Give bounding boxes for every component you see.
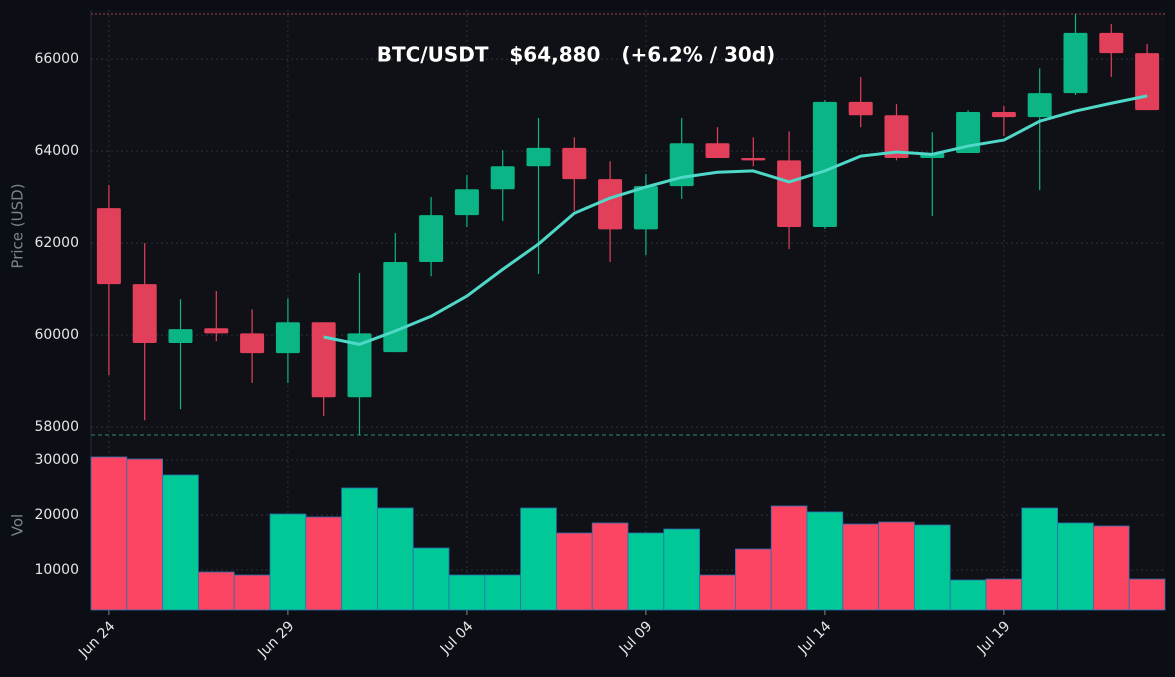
volume-bar [878,521,915,611]
candle-body [204,328,229,334]
candle-body [1099,32,1124,54]
candle-body [562,147,587,180]
candle-body [1135,53,1160,111]
candle-body [1063,32,1088,94]
volume-bar [627,532,665,611]
candle-body [454,189,479,216]
y-axis-label: Price (USD) [9,183,27,268]
candle-body [741,158,766,161]
volume-bar [197,571,235,611]
candle-body [275,322,300,354]
candle-body [705,143,730,159]
candle-body [347,333,372,398]
candle-body [383,261,408,353]
price-panel [91,10,1165,435]
volume-bar [305,516,342,611]
candle-body [812,101,837,228]
volume-bar [1128,578,1166,611]
candle-body [598,179,623,230]
volume-bar [162,474,199,611]
volume-bar [90,456,128,611]
volume-tick-label: 10000 [34,562,79,578]
volume-tick-label: 30000 [34,452,79,468]
y-tick-label: 64000 [34,143,79,159]
volume-bar [1057,522,1094,611]
volume-bar [1021,507,1058,611]
chart-title: BTC/USDT $64,880 (+6.2% / 30d) [377,43,776,67]
volume-tick-label: 20000 [34,507,79,523]
volume-bar [1093,525,1130,611]
y-tick-label: 58000 [34,419,79,435]
candle-body [490,166,515,190]
candle-body [848,101,873,116]
volume-bar [914,524,951,611]
candle-body [956,112,981,153]
volume-bar [376,507,414,611]
volume-bar [985,578,1023,611]
candle-body [311,322,336,398]
volume-bar [484,574,521,611]
volume-bar [699,574,736,611]
y-tick-label: 60000 [34,327,79,343]
volume-bar [842,523,879,611]
candle-body [526,147,551,167]
volume-bar [663,528,700,611]
volume-bar [949,579,987,611]
volume-bar [126,458,164,611]
y-tick-label: 66000 [34,51,79,67]
volume-bar [269,513,307,611]
candle-body [96,208,121,285]
candle-body [132,284,157,343]
candle-body [633,186,658,230]
volume-bar [341,487,378,611]
y-tick-label: 62000 [34,235,79,251]
volume-axis-label: Vol [9,514,27,536]
candle-body [240,333,265,354]
candle-body [168,329,193,343]
volume-bar [412,547,450,611]
candle-body [777,160,802,228]
candle-body [1027,93,1052,118]
volume-bar [520,507,557,611]
volume-bar [556,532,593,611]
candle-body [884,115,909,159]
volume-bar [735,548,772,611]
volume-bar [591,522,629,611]
volume-bar [770,505,808,611]
volume-bar [233,574,271,611]
volume-bar [806,511,844,611]
moving-average-line [323,94,1148,346]
volume-bar [448,574,486,611]
candle-body [991,112,1016,118]
candle-body [419,215,444,262]
